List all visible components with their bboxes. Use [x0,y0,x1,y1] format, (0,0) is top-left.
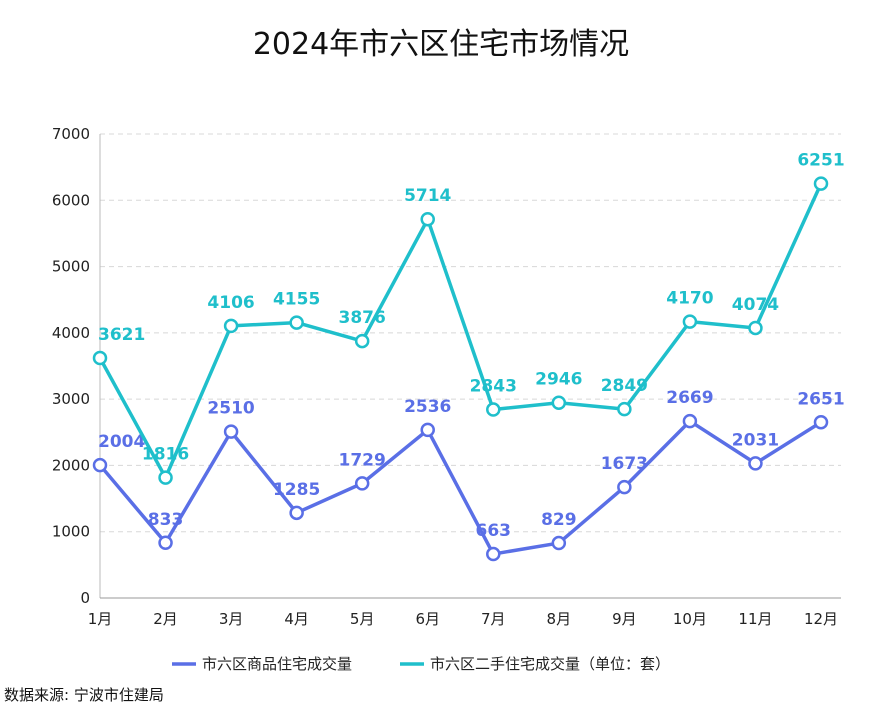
data-point [420,211,435,227]
data-point [289,505,304,521]
x-tick-label: 2月 [153,610,178,628]
data-label: 3876 [339,308,386,328]
chart-title: 2024年市六区住宅市场情况 [253,27,629,62]
data-label: 4155 [273,290,320,310]
x-tick-label: 4月 [284,610,309,628]
data-label: 1285 [273,480,320,500]
data-point [92,457,108,473]
series-line [98,182,823,480]
series-line [98,419,822,556]
data-point [158,470,173,485]
data-label: 4074 [732,295,779,315]
y-tick-label: 6000 [52,191,90,209]
legend-label: 市六区二手住宅成交量（单位：套） [430,655,670,673]
data-label: 2843 [470,377,517,397]
x-tick-label: 12月 [804,610,838,628]
data-point [223,424,239,439]
data-label: 829 [541,510,577,530]
data-point [682,413,698,429]
data-label: 2536 [404,397,451,417]
data-label: 2946 [535,370,582,390]
y-tick-label: 4000 [52,324,90,342]
data-label: 2651 [797,389,844,409]
data-point [158,535,173,551]
x-tick-label: 8月 [547,610,572,628]
data-label: 1816 [142,445,189,465]
data-label: 2849 [601,376,648,396]
data-label: 663 [476,521,512,541]
x-tick-label: 1月 [88,610,113,628]
data-point [486,546,501,562]
y-tick-label: 0 [80,589,90,607]
data-point [354,476,370,491]
data-label: 2004 [98,432,145,452]
x-tick-label: 6月 [415,610,440,628]
data-point [420,422,435,438]
data-label: 6251 [797,151,844,171]
data-point [813,415,829,430]
data-label: 833 [148,510,184,530]
data-point [617,401,632,417]
x-tick-label: 9月 [612,610,637,628]
data-point [551,535,567,551]
y-tick-label: 5000 [52,258,90,276]
data-point [486,402,501,417]
data-point [92,350,108,366]
data-label: 2510 [207,399,254,419]
data-point [748,320,763,336]
data-point [551,395,567,410]
data-point [223,318,239,334]
data-point [354,333,370,349]
data-label: 5714 [404,186,451,206]
x-tick-label: 10月 [673,610,707,628]
x-tick-label: 11月 [738,610,772,628]
legend-label: 市六区商品住宅成交量 [202,655,352,673]
data-label: 2669 [666,388,713,408]
x-tick-label: 3月 [219,610,244,628]
data-source: 数据来源: 宁波市住建局 [4,686,164,704]
y-tick-label: 1000 [52,523,90,541]
y-tick-label: 7000 [52,125,90,143]
data-label: 1673 [601,454,648,474]
data-label: 1729 [339,450,386,470]
data-label: 4170 [666,289,713,309]
data-label: 2031 [732,430,779,450]
data-point [682,314,698,329]
data-point [813,176,829,191]
data-point [617,479,632,495]
x-tick-label: 5月 [350,610,375,628]
data-point [289,315,304,330]
y-tick-label: 2000 [52,456,90,474]
y-tick-label: 3000 [52,390,90,408]
data-label: 3621 [98,325,145,345]
data-point [748,456,763,471]
data-label: 4106 [207,293,254,313]
x-tick-label: 7月 [481,610,506,628]
